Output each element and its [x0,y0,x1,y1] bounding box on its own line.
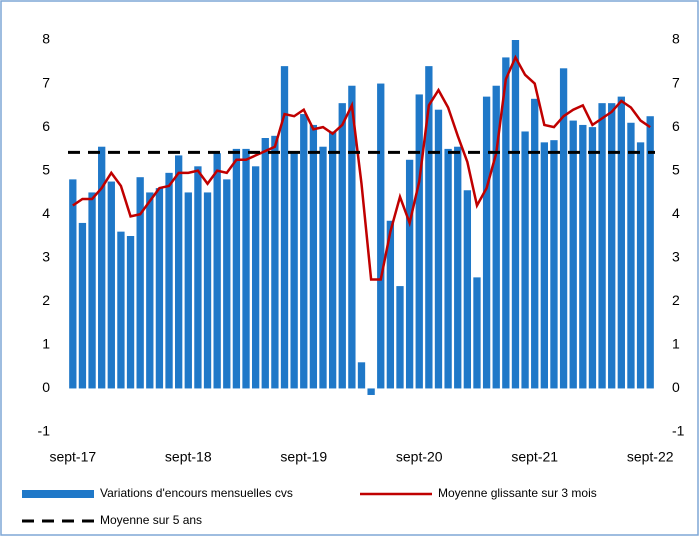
y-tick-label: 6 [42,118,50,134]
bar [107,181,115,389]
legend-label: Moyenne glissante sur 3 mois [438,486,597,500]
bar [319,146,327,389]
bar [608,103,616,389]
bar [405,159,414,389]
y2-tick-label: 2 [672,292,680,308]
bar [203,192,212,389]
bar [328,131,337,389]
y2-tick-label: -1 [672,423,685,439]
bar [69,179,77,389]
bar [338,103,346,389]
bar [232,148,241,389]
bar [367,388,375,395]
bar [482,96,491,389]
bar [165,172,173,389]
y-tick-label: -1 [38,423,51,439]
x-tick-label: sept-17 [49,449,96,465]
legend-label: Variations d'encours mensuelles cvs [100,486,293,500]
bar [396,286,404,389]
bar [117,231,125,389]
bar [550,140,558,389]
y2-tick-label: 7 [672,74,680,90]
bar [559,68,568,389]
y2-tick-label: 3 [672,248,680,264]
y2-tick-label: 5 [672,161,680,177]
bar [473,277,481,389]
bar [540,142,548,389]
bar [223,179,231,389]
bar [271,135,279,389]
bar [261,138,269,389]
bar [194,166,202,389]
y-tick-label: 5 [42,161,50,177]
bar [184,192,192,389]
y2-tick-label: 6 [672,118,680,134]
line [72,54,651,281]
bar [377,83,385,389]
bar [627,122,635,389]
bar [415,94,423,389]
y-tick-label: 7 [42,74,50,90]
bar [146,192,154,389]
bar [88,192,96,389]
x-tick-label: sept-18 [165,449,212,465]
y-tick-label: 4 [42,205,50,221]
bar [280,66,289,389]
bar [636,142,645,389]
x-tick-label: sept-20 [396,449,443,465]
y2-tick-label: 4 [672,205,680,221]
bar [213,153,221,389]
bar [646,116,654,389]
bar [569,120,577,389]
bar [348,85,356,389]
bar [300,114,308,389]
bar [617,96,625,389]
bar [598,103,606,389]
bar [78,222,87,389]
bar [454,146,462,389]
bar [175,155,183,389]
y-tick-label: 8 [42,31,50,47]
x-tick-label: sept-21 [511,449,558,465]
bar [136,177,144,389]
bar [579,124,587,389]
bar [357,362,366,389]
bar [290,151,298,389]
bar [463,190,472,389]
y2-tick-label: 8 [672,31,680,47]
y2-tick-label: 0 [672,379,680,395]
bar [309,124,318,389]
bar [531,98,539,389]
bar [511,40,520,389]
bar [492,85,500,389]
y-tick-label: 2 [42,292,50,308]
x-tick-label: sept-22 [627,449,674,465]
legend-swatch [22,490,94,498]
bar [98,146,106,389]
bar [588,127,597,389]
bar [386,220,395,389]
y-tick-label: 0 [42,379,50,395]
y-tick-label: 1 [42,336,50,352]
bar [521,131,529,389]
bar [434,109,443,389]
bar [242,148,250,389]
bar [502,57,510,389]
bar [251,166,260,389]
bar [126,236,135,389]
bar [444,148,452,389]
y-tick-label: 3 [42,248,50,264]
bar [155,188,164,389]
y2-tick-label: 1 [672,336,680,352]
x-tick-label: sept-19 [280,449,327,465]
legend-label: Moyenne sur 5 ans [100,513,202,527]
bar [425,66,433,389]
